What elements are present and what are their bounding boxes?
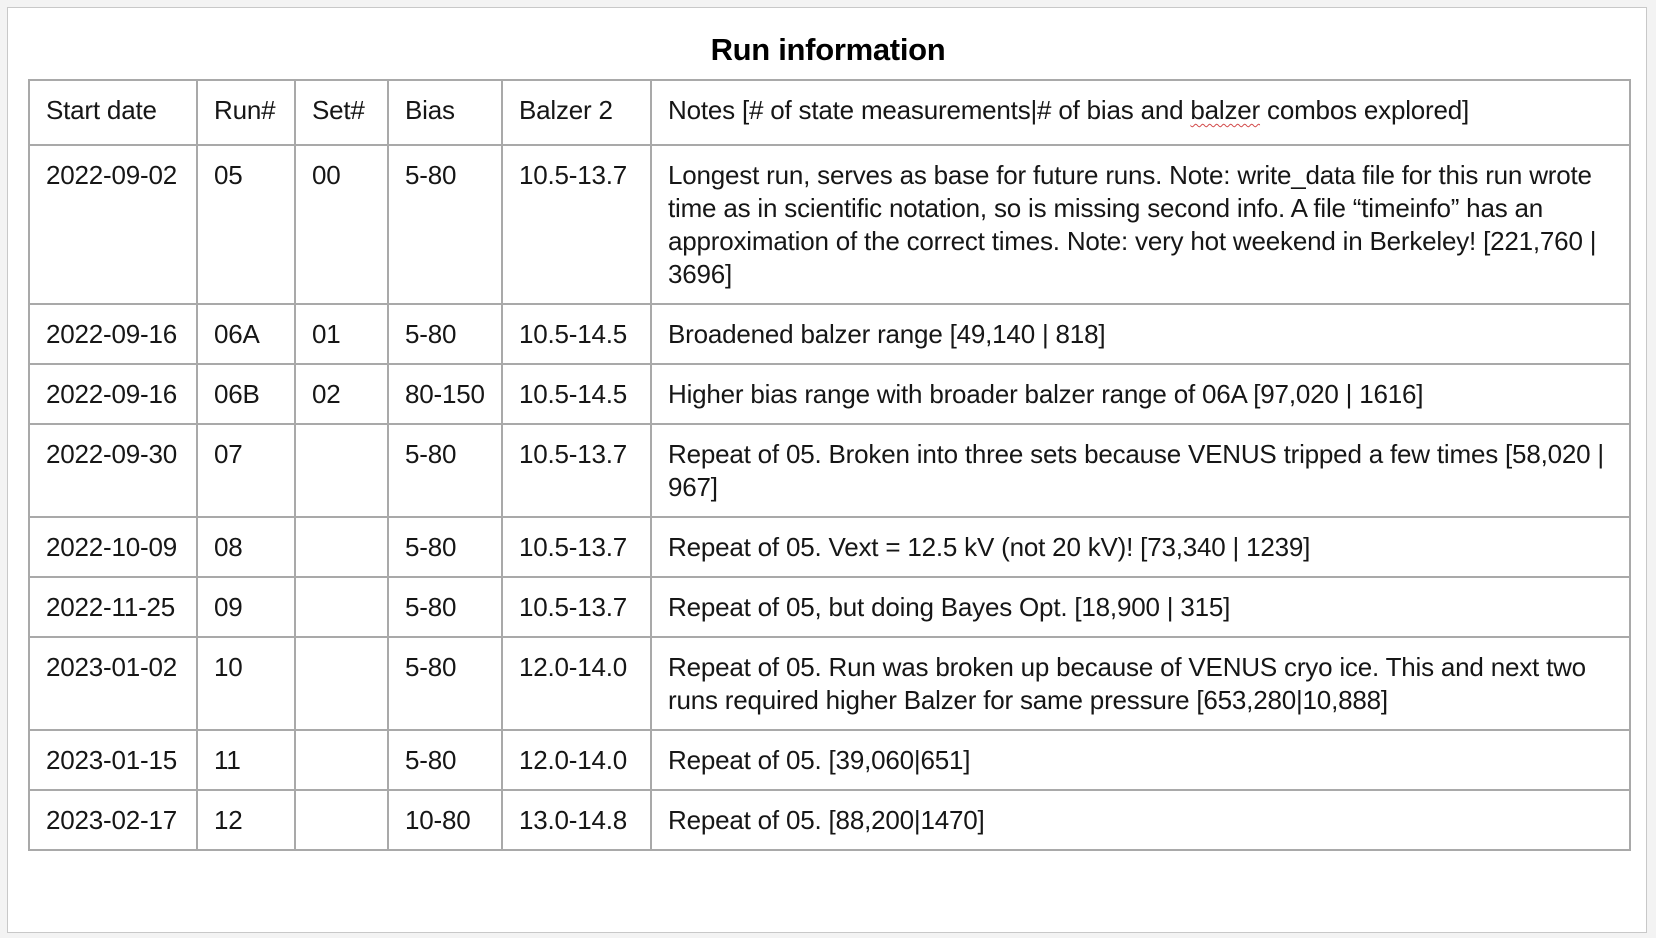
cell-start-date: 2022-11-25	[28, 576, 198, 638]
cell-set: 02	[294, 363, 389, 425]
cell-set	[294, 729, 389, 791]
cell-notes: Repeat of 05. Run was broken up because …	[650, 636, 1631, 731]
cell-start-date: 2022-09-16	[28, 363, 198, 425]
cell-start-date: 2023-01-02	[28, 636, 198, 731]
table-row: 2022-09-16 06A 01 5-80 10.5-14.5 Broaden…	[28, 303, 1631, 365]
cell-notes: Repeat of 05, but doing Bayes Opt. [18,9…	[650, 576, 1631, 638]
table-row: 2022-09-30 07 5-80 10.5-13.7 Repeat of 0…	[28, 423, 1631, 518]
cell-notes: Broadened balzer range [49,140 | 818]	[650, 303, 1631, 365]
table-row: 2023-01-02 10 5-80 12.0-14.0 Repeat of 0…	[28, 636, 1631, 731]
cell-run: 06B	[196, 363, 296, 425]
cell-bias: 5-80	[387, 636, 503, 731]
cell-run: 07	[196, 423, 296, 518]
cell-bias: 5-80	[387, 303, 503, 365]
cell-notes: Repeat of 05. Broken into three sets bec…	[650, 423, 1631, 518]
cell-bias: 80-150	[387, 363, 503, 425]
cell-balzer: 10.5-13.7	[501, 576, 652, 638]
cell-run: 10	[196, 636, 296, 731]
cell-run: 05	[196, 144, 296, 305]
cell-set: 00	[294, 144, 389, 305]
cell-balzer: 10.5-13.7	[501, 144, 652, 305]
cell-bias: 5-80	[387, 576, 503, 638]
cell-bias: 5-80	[387, 423, 503, 518]
header-balzer: Balzer 2	[501, 79, 652, 146]
cell-balzer: 10.5-13.7	[501, 516, 652, 578]
cell-run: 09	[196, 576, 296, 638]
table-row: 2022-10-09 08 5-80 10.5-13.7 Repeat of 0…	[28, 516, 1631, 578]
table-row: 2023-02-17 12 10-80 13.0-14.8 Repeat of …	[28, 789, 1631, 851]
cell-set: 01	[294, 303, 389, 365]
cell-start-date: 2022-09-16	[28, 303, 198, 365]
cell-start-date: 2023-02-17	[28, 789, 198, 851]
cell-notes: Higher bias range with broader balzer ra…	[650, 363, 1631, 425]
table-row: 2022-11-25 09 5-80 10.5-13.7 Repeat of 0…	[28, 576, 1631, 638]
cell-balzer: 13.0-14.8	[501, 789, 652, 851]
run-information-table: Start date Run# Set# Bias Balzer 2 Notes…	[28, 79, 1631, 851]
cell-notes: Repeat of 05. Vext = 12.5 kV (not 20 kV)…	[650, 516, 1631, 578]
cell-start-date: 2022-09-02	[28, 144, 198, 305]
table-row: 2023-01-15 11 5-80 12.0-14.0 Repeat of 0…	[28, 729, 1631, 791]
cell-start-date: 2023-01-15	[28, 729, 198, 791]
cell-balzer: 12.0-14.0	[501, 636, 652, 731]
header-set: Set#	[294, 79, 389, 146]
cell-bias: 10-80	[387, 789, 503, 851]
cell-run: 08	[196, 516, 296, 578]
cell-balzer: 10.5-13.7	[501, 423, 652, 518]
header-bias: Bias	[387, 79, 503, 146]
cell-run: 12	[196, 789, 296, 851]
cell-notes: Repeat of 05. [39,060|651]	[650, 729, 1631, 791]
header-notes-text: Notes [# of state measurements|# of bias…	[668, 95, 1191, 125]
table-row: 2022-09-02 05 00 5-80 10.5-13.7 Longest …	[28, 144, 1631, 305]
table-title: Run information	[710, 32, 946, 67]
cell-start-date: 2022-10-09	[28, 516, 198, 578]
spellcheck-flagged-word[interactable]: balzer	[1190, 95, 1261, 125]
table-row: 2022-09-16 06B 02 80-150 10.5-14.5 Highe…	[28, 363, 1631, 425]
header-notes: Notes [# of state measurements|# of bias…	[650, 79, 1631, 146]
document-page: Run information Start date Run# Set# Bia…	[7, 7, 1647, 933]
cell-notes: Repeat of 05. [88,200|1470]	[650, 789, 1631, 851]
table-header-row: Start date Run# Set# Bias Balzer 2 Notes…	[28, 79, 1631, 146]
header-notes-text-end: combos explored]	[1260, 95, 1470, 125]
cell-notes: Longest run, serves as base for future r…	[650, 144, 1631, 305]
cell-set	[294, 789, 389, 851]
cell-set	[294, 516, 389, 578]
cell-start-date: 2022-09-30	[28, 423, 198, 518]
header-run: Run#	[196, 79, 296, 146]
header-start-date: Start date	[28, 79, 198, 146]
cell-balzer: 12.0-14.0	[501, 729, 652, 791]
cell-set	[294, 636, 389, 731]
cell-balzer: 10.5-14.5	[501, 303, 652, 365]
cell-set	[294, 423, 389, 518]
cell-balzer: 10.5-14.5	[501, 363, 652, 425]
cell-bias: 5-80	[387, 144, 503, 305]
cell-run: 11	[196, 729, 296, 791]
cell-run: 06A	[196, 303, 296, 365]
cell-bias: 5-80	[387, 516, 503, 578]
cell-bias: 5-80	[387, 729, 503, 791]
cell-set	[294, 576, 389, 638]
